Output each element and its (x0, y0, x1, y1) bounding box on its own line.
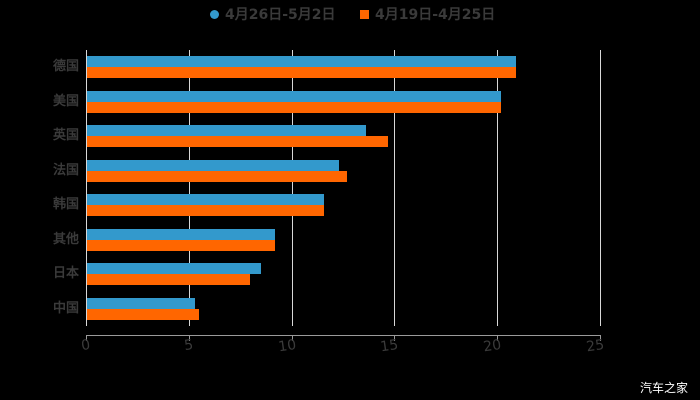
watermark: 汽车之家 (639, 381, 688, 395)
bar-series-0[interactable] (87, 263, 261, 274)
bar-series-1[interactable] (87, 274, 251, 285)
x-axis-line (86, 335, 600, 336)
y-category-label: 英国 (52, 128, 79, 143)
x-tick-mark (600, 335, 601, 341)
bar-series-1[interactable] (87, 308, 200, 320)
x-tick-mark (497, 335, 498, 341)
square-marker-icon (360, 9, 369, 19)
bar-series-1[interactable] (87, 101, 502, 113)
x-tick-mark (189, 335, 190, 341)
x-tick-label: 10 (277, 337, 298, 356)
x-tick-label: 25 (585, 337, 606, 356)
bar-series-0[interactable] (87, 228, 276, 240)
gridline (394, 50, 395, 326)
bar-series-0[interactable] (87, 297, 195, 309)
bar-series-1[interactable] (87, 205, 325, 216)
bar-series-1[interactable] (87, 136, 389, 147)
gridline (600, 50, 601, 326)
x-tick-label: 0 (80, 337, 92, 355)
legend-item-series-0[interactable]: 4月26日-5月2日 (210, 4, 336, 24)
bar-series-0[interactable] (87, 125, 366, 136)
x-tick-label: 20 (482, 337, 503, 356)
bar-series-1[interactable] (87, 170, 348, 182)
gridline (292, 50, 293, 326)
y-category-label: 其他 (52, 231, 79, 247)
y-category-label: 美国 (52, 93, 79, 109)
x-tick-mark (86, 335, 87, 341)
x-tick-label: 5 (183, 337, 195, 355)
bar-series-0[interactable] (87, 56, 516, 67)
x-tick-mark (292, 335, 293, 341)
bar-series-1[interactable] (87, 239, 276, 251)
y-axis-line (86, 50, 87, 326)
y-category-label: 日本 (52, 266, 79, 281)
x-tick-label: 15 (379, 337, 400, 356)
gridline (497, 50, 498, 326)
legend-item-series-1[interactable]: 4月19日-4月25日 (360, 4, 495, 24)
legend-label: 4月26日-5月2日 (225, 7, 336, 23)
y-category-label: 德国 (52, 59, 79, 74)
y-category-label: 韩国 (52, 197, 79, 212)
circle-marker-icon (210, 9, 219, 19)
bar-series-0[interactable] (87, 194, 325, 205)
legend-label: 4月19日-4月25日 (375, 7, 496, 23)
x-tick-mark (394, 335, 395, 341)
chart-legend: 4月26日-5月2日 4月19日-4月25日 (0, 4, 700, 24)
y-category-label: 法国 (52, 162, 79, 178)
y-category-label: 中国 (52, 300, 79, 316)
bar-series-0[interactable] (87, 90, 502, 102)
bar-series-0[interactable] (87, 159, 339, 171)
bar-series-1[interactable] (87, 67, 516, 78)
gridline (189, 50, 190, 326)
